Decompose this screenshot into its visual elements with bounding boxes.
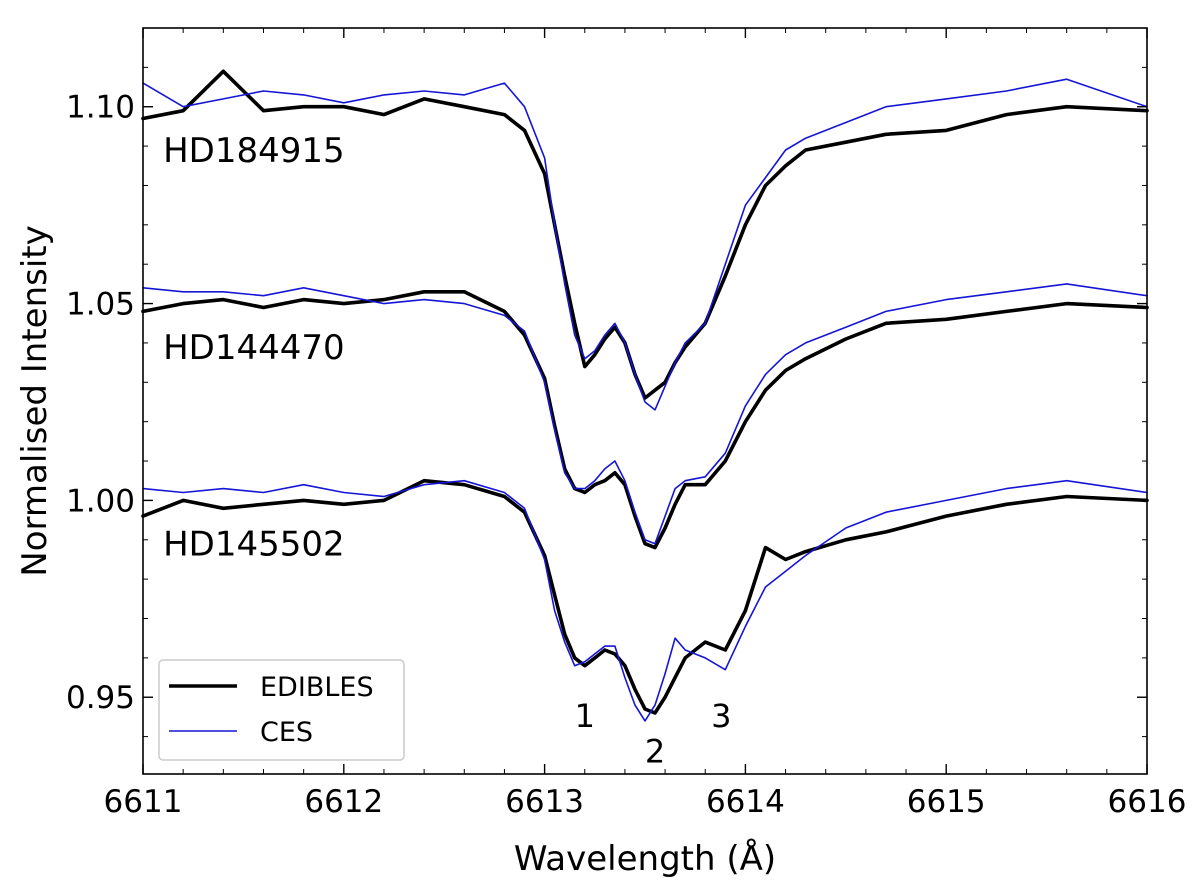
x-tick-label: 6611 — [104, 784, 183, 820]
x-tick-label: 6613 — [505, 784, 584, 820]
series-line-edibles-hd184915 — [141, 69, 1149, 400]
component-label-1: 1 — [575, 697, 595, 735]
x-tick-label: 6616 — [1108, 784, 1187, 820]
y-tick-label: 1.00 — [66, 483, 135, 519]
legend: EDIBLES CES — [158, 659, 405, 761]
labels-layer: HD184915 HD144470 HD145502 1 2 3 — [163, 131, 731, 770]
x-tick-label: 6614 — [706, 784, 785, 820]
component-label-2: 2 — [645, 732, 665, 770]
component-label-3: 3 — [711, 697, 731, 735]
series-line-ces-hd144470 — [142, 283, 1148, 545]
y-axis-title: Normalised Intensity — [15, 225, 55, 576]
plot-frame — [142, 27, 1148, 775]
y-tick-label: 0.95 — [66, 680, 135, 716]
ticks-layer: 6611 6612 6613 6614 6615 6616 0.95 1.00 1.05 1.10 — [66, 27, 1187, 820]
y-tick-label: 1.10 — [66, 90, 135, 126]
x-tick-label: 6612 — [304, 784, 383, 820]
series-line-ces-hd184915 — [142, 78, 1148, 411]
x-axis-title: Wavelength (Å) — [514, 838, 776, 879]
y-tick-label: 1.05 — [66, 287, 135, 323]
series-layer — [141, 69, 1149, 722]
legend-label-ces: CES — [260, 717, 313, 748]
profile-label-hd184915: HD184915 — [163, 131, 345, 171]
legend-label-edibles: EDIBLES — [260, 672, 374, 703]
profile-label-hd145502: HD145502 — [163, 525, 345, 565]
series-line-ces-hd145502 — [142, 479, 1148, 722]
profile-label-hd144470: HD144470 — [163, 328, 345, 368]
x-tick-label: 6615 — [907, 784, 986, 820]
series-line-edibles-hd144470 — [141, 289, 1149, 550]
